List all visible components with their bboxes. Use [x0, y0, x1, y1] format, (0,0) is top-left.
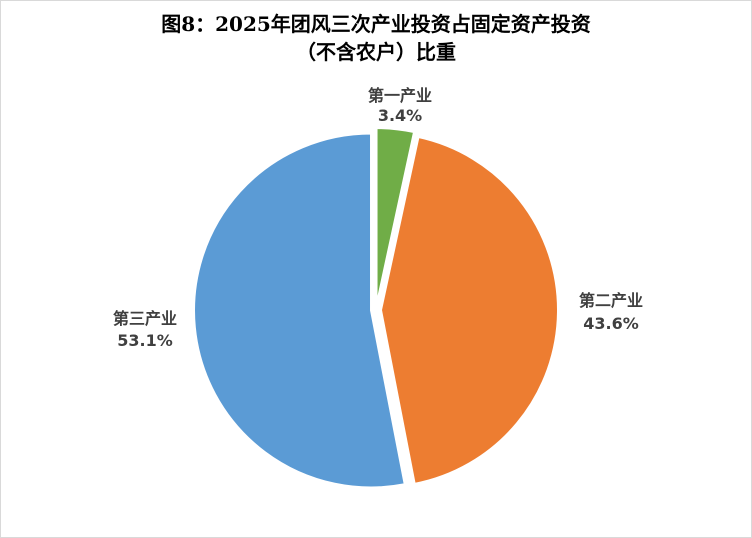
slice-secondary — [379, 135, 559, 485]
chart-subtitle: （不含农户）比重 — [296, 40, 456, 64]
slice-label-value-secondary: 43.6% — [583, 314, 639, 333]
slice-tertiary — [193, 132, 406, 489]
chart-title: 图8：2025年团风三次产业投资占固定资产投资 — [161, 12, 591, 36]
pie-labels: 第一产业 3.4% 第二产业 43.6% 第三产业 53.1% — [113, 86, 643, 350]
slice-label-name-tertiary: 第三产业 — [113, 309, 177, 328]
slice-label-name-primary: 第一产业 — [368, 86, 432, 105]
slice-label-name-secondary: 第二产业 — [579, 291, 643, 310]
slice-label-value-primary: 3.4% — [378, 106, 422, 125]
chart-title-block: 图8：2025年团风三次产业投资占固定资产投资 （不含农户）比重 — [0, 10, 752, 66]
slice-primary — [375, 127, 416, 306]
pie-slices — [193, 127, 559, 489]
slice-label-value-tertiary: 53.1% — [117, 331, 173, 350]
